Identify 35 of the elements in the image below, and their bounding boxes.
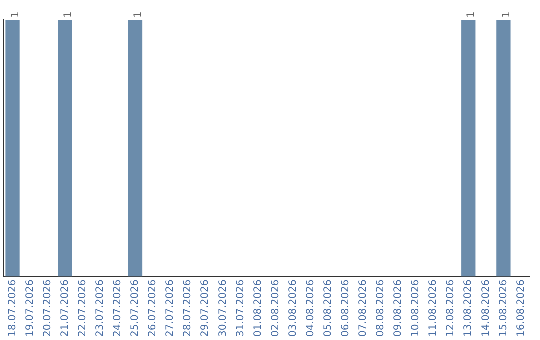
x-tick-label: 13.08.2026 xyxy=(463,280,474,338)
x-tick-label: 11.08.2026 xyxy=(428,280,440,338)
x-tick-label: 25.07.2026 xyxy=(130,280,142,338)
x-tick-label: 30.07.2026 xyxy=(218,280,229,338)
x-tick-label: 22.07.2026 xyxy=(77,280,88,338)
x-tick-label: 19.07.2026 xyxy=(24,280,36,338)
x-tick-label: 03.08.2026 xyxy=(288,280,299,338)
data-label: 1 xyxy=(501,12,512,18)
x-tick-label: 26.07.2026 xyxy=(148,280,159,338)
x-tick-label: 01.08.2026 xyxy=(252,280,264,338)
x-tick-label: 27.07.2026 xyxy=(165,280,176,338)
x-tick-label: 28.07.2026 xyxy=(182,280,194,338)
x-tick-label: 09.08.2026 xyxy=(393,280,404,338)
x-tick-label: 21.07.2026 xyxy=(60,280,71,338)
x-tick-label: 15.08.2026 xyxy=(498,280,510,338)
x-tick-label: 31.07.2026 xyxy=(235,280,246,338)
x-tick-label: 18.07.2026 xyxy=(7,280,18,338)
x-tick-label: 04.08.2026 xyxy=(305,280,316,338)
x-tick-label: 02.08.2026 xyxy=(270,280,282,338)
x-tick-label: 24.07.2026 xyxy=(112,280,124,338)
x-tick-label: 10.08.2026 xyxy=(410,280,422,338)
x-tick-label: 08.08.2026 xyxy=(376,280,387,338)
x-tick-label: 12.08.2026 xyxy=(446,280,457,338)
x-tick-label: 14.08.2026 xyxy=(480,280,492,338)
data-label: 1 xyxy=(133,12,144,18)
x-tick-label: 29.07.2026 xyxy=(200,280,212,338)
data-label: 1 xyxy=(62,12,74,18)
x-tick-label: 05.08.2026 xyxy=(322,280,334,338)
data-label: 1 xyxy=(466,12,478,18)
x-tick-label: 06.08.2026 xyxy=(340,280,352,338)
x-tick-label: 23.07.2026 xyxy=(95,280,106,338)
x-tick-label: 07.08.2026 xyxy=(358,280,370,338)
data-label: 1 xyxy=(10,12,22,18)
x-tick-label: 16.08.2026 xyxy=(516,280,527,338)
x-tick-label: 20.07.2026 xyxy=(42,280,54,338)
